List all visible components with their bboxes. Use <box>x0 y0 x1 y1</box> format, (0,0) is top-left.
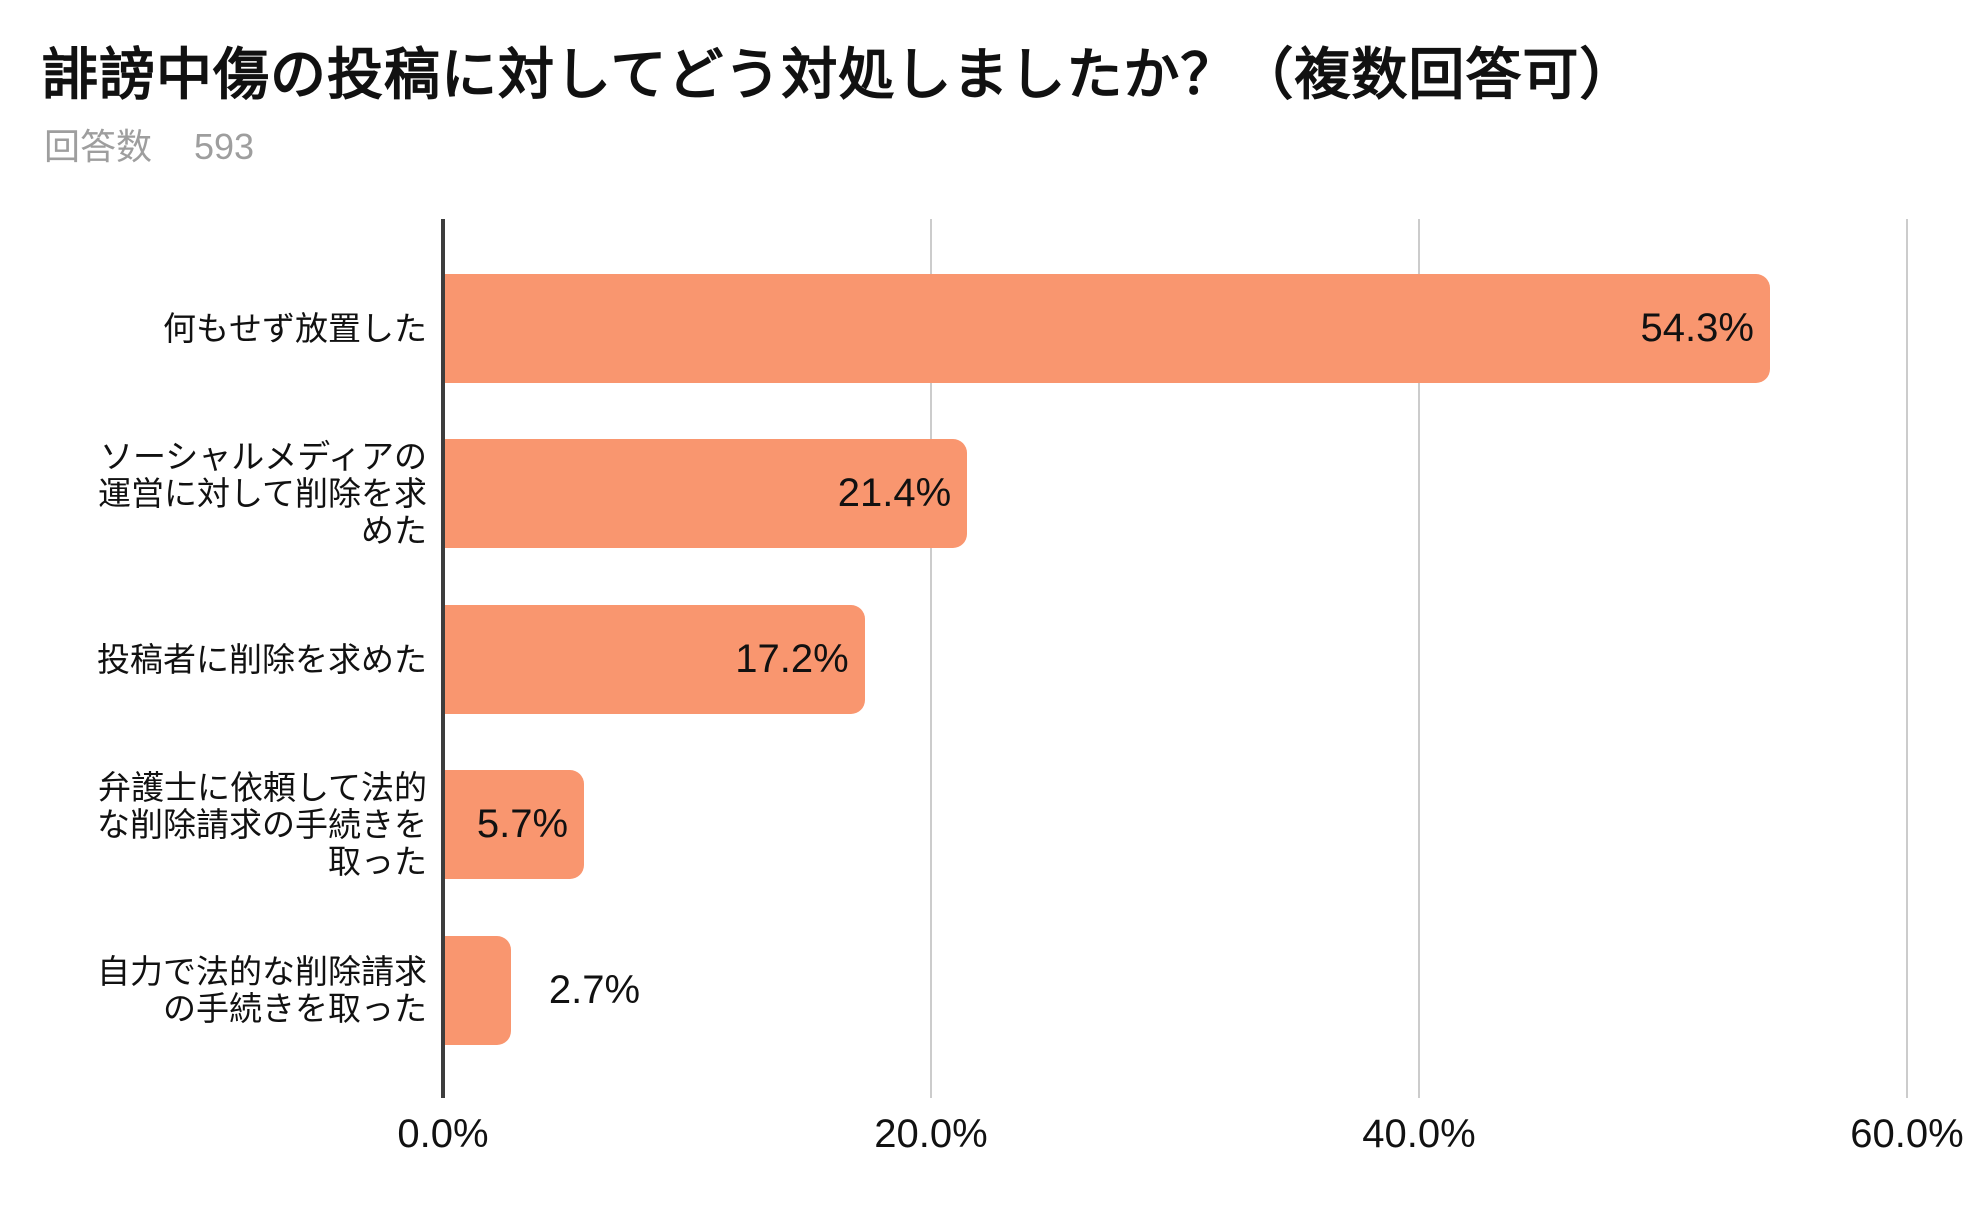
bar <box>445 274 1770 383</box>
respondents-summary: 回答数 593 <box>44 118 254 170</box>
bar <box>445 439 968 549</box>
value-label: 17.2% <box>735 636 849 681</box>
page-title: 誹謗中傷の投稿に対してどう対処しましたか？（複数回答可） <box>42 43 1637 106</box>
value-label: 2.7% <box>548 967 641 1012</box>
bar-row: 弁護士に依頼して法的 な削除請求の手続きを 取った 5.7% <box>0 742 1966 907</box>
value-label: 5.7% <box>476 802 569 847</box>
value-label: 21.4% <box>837 471 952 516</box>
category-label: 投稿者に削除を求めた <box>97 640 427 678</box>
x-axis-tick-label: 0.0% <box>397 1112 489 1156</box>
bar-row: 自力で法的な削除請求 の手続きを取った 2.7% <box>0 908 1966 1073</box>
respondents-value: 593 <box>194 126 255 167</box>
y-axis-line <box>441 219 445 1098</box>
category-label: 弁護士に依頼して法的 な削除請求の手続きを 取った <box>97 769 427 881</box>
bar-row: 投稿者に削除を求めた 17.2% <box>0 577 1966 742</box>
category-label: ソーシャルメディアの 運営に対して削除を求 めた <box>97 438 427 550</box>
x-axis-tick-label: 20.0% <box>874 1112 988 1156</box>
bar-row: 何もせず放置した 54.3% <box>0 246 1966 411</box>
x-axis-tick-label: 60.0% <box>1850 1112 1964 1156</box>
bar <box>445 770 585 880</box>
bar <box>445 935 511 1045</box>
gridline <box>1906 219 1908 1098</box>
category-label: 何もせず放置した <box>163 310 427 347</box>
respondents-label: 回答数 <box>44 126 153 167</box>
bar <box>445 604 865 714</box>
gridline <box>930 219 932 1098</box>
chart-plot: 0.0% 20.0% 40.0% 60.0% 何もせず放置した 54.3% ソーシャルメディ… <box>0 219 1966 1156</box>
x-axis-tick-label: 40.0% <box>1362 1112 1476 1156</box>
gridline <box>1418 219 1420 1098</box>
category-label: 自力で法的な削除請求 の手続きを取った <box>97 953 427 1028</box>
bar-row: ソーシャルメディアの 運営に対して削除を求 めた 21.4% <box>0 411 1966 576</box>
value-label: 54.3% <box>1640 306 1754 350</box>
